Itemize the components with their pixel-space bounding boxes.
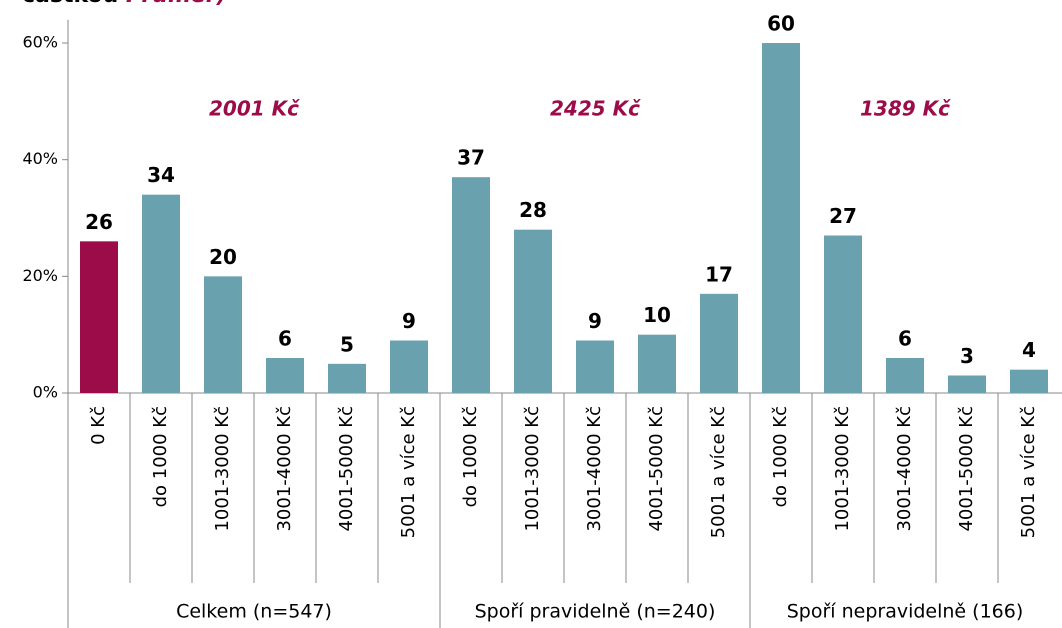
x-tick-label: 5001 a více Kč — [708, 406, 729, 538]
value-label: 5 — [340, 332, 354, 356]
y-tick-label: 40% — [22, 149, 58, 168]
x-tick-label: 0 Kč — [88, 406, 109, 445]
value-label: 37 — [457, 146, 485, 170]
x-tick-label: 5001 a více Kč — [398, 406, 419, 538]
group-average: 2001 Kč — [209, 97, 300, 121]
subtitle: částkou Průměr) — [22, 0, 227, 8]
value-label: 9 — [402, 309, 416, 333]
bar — [638, 335, 676, 393]
x-tick-label: 5001 a více Kč — [1018, 406, 1039, 538]
bar — [142, 195, 180, 393]
y-tick-label: 20% — [22, 266, 58, 285]
group-average: 1389 Kč — [860, 97, 951, 121]
bar — [514, 230, 552, 393]
bar — [1010, 370, 1048, 393]
x-tick-label: 3001-4000 Kč — [584, 406, 605, 532]
x-tick-label: 1001-3000 Kč — [832, 406, 853, 532]
value-label: 34 — [147, 163, 175, 187]
bar — [204, 276, 242, 393]
value-label: 6 — [898, 327, 912, 351]
x-tick-label: 4001-5000 Kč — [956, 406, 977, 532]
group-label: Spoří nepravidelně (166) — [787, 601, 1024, 623]
y-tick-label: 0% — [33, 383, 58, 402]
x-tick-label: do 1000 Kč — [150, 406, 171, 507]
group-label: Celkem (n=547) — [176, 601, 332, 623]
group-label: Spoří pravidelně (n=240) — [475, 601, 716, 623]
value-label: 60 — [767, 12, 795, 36]
x-tick-label: 1001-3000 Kč — [522, 406, 543, 532]
bar — [824, 236, 862, 393]
value-label: 20 — [209, 245, 237, 269]
bar — [948, 376, 986, 393]
value-label: 10 — [643, 303, 671, 327]
bar — [452, 177, 490, 393]
group-average: 2425 Kč — [550, 97, 641, 121]
y-tick-label: 60% — [22, 33, 58, 52]
value-label: 27 — [829, 204, 857, 228]
value-label: 4 — [1022, 338, 1036, 362]
chart: částkou Průměr) 0%20%40%60%260 Kč34do 10… — [0, 0, 1062, 628]
bar — [266, 358, 304, 393]
bar — [328, 364, 366, 393]
subtitle-part: Průměr) — [126, 0, 227, 8]
bar — [886, 358, 924, 393]
x-tick-label: 4001-5000 Kč — [336, 406, 357, 532]
x-tick-label: 3001-4000 Kč — [274, 406, 295, 532]
value-label: 3 — [960, 344, 974, 368]
bar — [576, 341, 614, 393]
x-tick-label: 4001-5000 Kč — [646, 406, 667, 532]
value-label: 26 — [85, 210, 113, 234]
bar — [80, 241, 118, 393]
x-tick-label: do 1000 Kč — [460, 406, 481, 507]
x-tick-label: 1001-3000 Kč — [212, 406, 233, 532]
x-tick-label: do 1000 Kč — [770, 406, 791, 507]
bar — [762, 43, 800, 393]
bar — [390, 341, 428, 393]
x-tick-label: 3001-4000 Kč — [894, 406, 915, 532]
bar — [700, 294, 738, 393]
value-label: 9 — [588, 309, 602, 333]
value-label: 28 — [519, 198, 547, 222]
subtitle-part: částkou — [22, 0, 118, 8]
value-label: 17 — [705, 262, 733, 286]
value-label: 6 — [278, 327, 292, 351]
